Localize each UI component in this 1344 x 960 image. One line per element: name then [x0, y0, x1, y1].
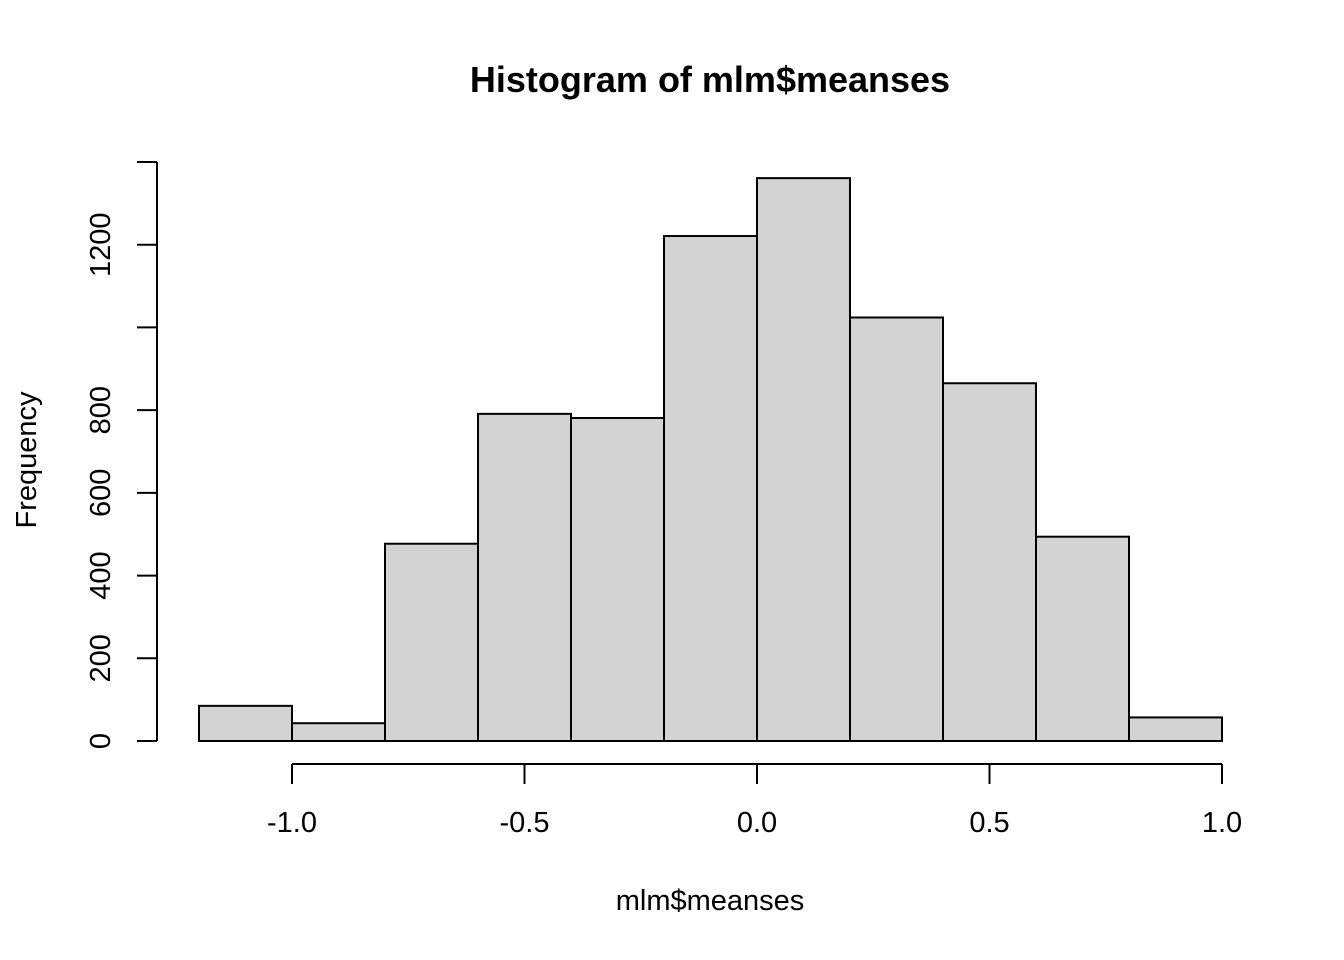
- x-axis-label: mlm$meanses: [616, 885, 805, 917]
- histogram-bar: [942, 382, 1037, 742]
- y-tick-label: 400: [85, 551, 117, 599]
- x-tick-label: -0.5: [500, 807, 550, 839]
- x-tick-label: -1.0: [267, 807, 317, 839]
- y-axis-label: Frequency: [11, 391, 43, 529]
- histogram-bar: [198, 704, 293, 743]
- y-tick-label: 0: [85, 733, 117, 749]
- y-tick-label: 1200: [85, 212, 117, 277]
- bars-group: [198, 177, 1223, 743]
- x-axis: -1.0 -0.5 0.0 0.5 1.0: [267, 763, 1242, 839]
- x-tick-label: 0.5: [969, 807, 1009, 839]
- histogram-bar: [1035, 535, 1130, 743]
- histogram-bar: [849, 316, 944, 742]
- histogram-bar: [477, 412, 572, 742]
- y-axis: 0 200 400 600 800 1200: [85, 161, 158, 749]
- x-tick-label: 1.0: [1202, 807, 1242, 839]
- y-tick-label: 800: [85, 386, 117, 434]
- histogram-bar: [756, 177, 851, 743]
- histogram-bar: [1128, 716, 1223, 743]
- histogram-bar: [384, 542, 479, 743]
- chart-title: Histogram of mlm$meanses: [470, 59, 950, 100]
- histogram-bar: [291, 722, 386, 743]
- y-tick-label: 200: [85, 634, 117, 682]
- y-tick-label: 600: [85, 469, 117, 517]
- histogram-bar: [570, 417, 665, 742]
- x-tick-label: 0.0: [737, 807, 777, 839]
- histogram-bar: [663, 235, 758, 742]
